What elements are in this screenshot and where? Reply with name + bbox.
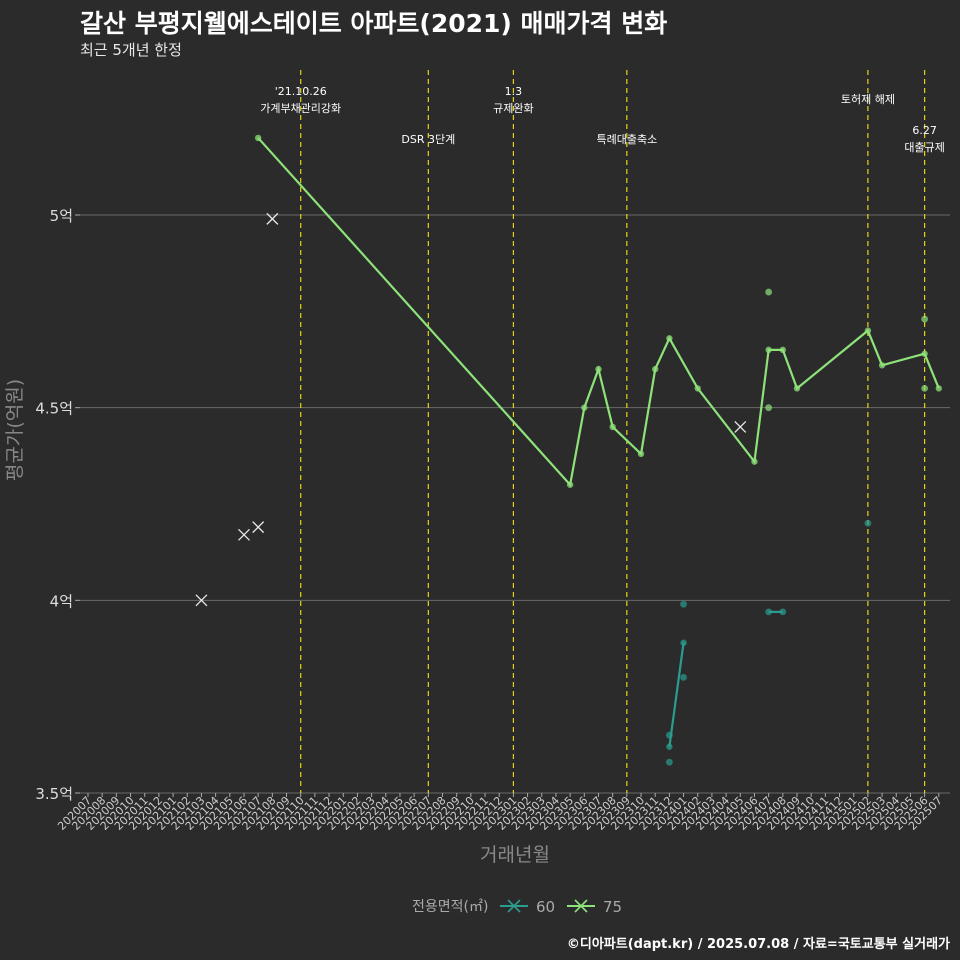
x-marker-stroke — [252, 521, 265, 534]
event-label: DSR 3단계 — [401, 133, 455, 146]
y-tick-label: 5억 — [50, 207, 73, 225]
legend: 전용면적(㎡) 60 75 — [412, 898, 622, 916]
x-marker-stroke — [195, 594, 208, 607]
x-marker — [195, 594, 208, 607]
event-label: '21.10.26 — [275, 85, 327, 98]
data-point — [765, 288, 773, 296]
data-point — [878, 362, 886, 369]
data-point — [765, 404, 773, 412]
x-marker — [734, 420, 747, 433]
x-marker-stroke — [266, 212, 279, 225]
data-point — [751, 458, 758, 465]
axes-layer: 3.5억4억4.5억5억2020072020082020092020102020… — [4, 207, 945, 866]
event-label: 가계부채관리강화 — [260, 102, 341, 115]
source-caption: ©디아파트(dapt.kr) / 2025.07.08 / 자료=국토교통부 실… — [566, 937, 950, 952]
data-point — [694, 385, 701, 392]
y-tick-label: 4.5억 — [35, 400, 73, 418]
legend-title: 전용면적(㎡) — [412, 899, 488, 915]
x-marker — [252, 521, 265, 534]
data-point — [779, 608, 787, 616]
data-point — [581, 404, 588, 411]
data-point — [254, 134, 262, 142]
event-label: 특례대출축소 — [596, 133, 657, 146]
x-axis-title: 거래년월 — [480, 844, 550, 866]
data-point — [779, 346, 787, 354]
series-line-60 — [668, 642, 685, 747]
grid-lines — [80, 214, 950, 794]
legend-label-60: 60 — [536, 898, 555, 916]
data-point — [665, 731, 673, 739]
data-point — [921, 315, 929, 323]
data-point — [652, 365, 659, 373]
data-point — [637, 450, 645, 458]
data-point — [680, 674, 687, 681]
data-point — [666, 743, 673, 750]
event-label: 6.27 — [912, 124, 937, 137]
series-line-75 — [257, 137, 940, 488]
data-point — [566, 481, 574, 488]
y-tick-label: 3.5억 — [35, 785, 73, 803]
series-layer — [195, 134, 942, 766]
event-label: 대출규제 — [904, 141, 944, 154]
x-marker-stroke — [734, 420, 747, 433]
data-point — [665, 758, 673, 766]
x-marker-stroke — [238, 528, 250, 541]
y-axis-title: 평균가(억원) — [4, 379, 26, 481]
y-tick-label: 4억 — [50, 592, 73, 610]
event-label: 규제완화 — [493, 102, 533, 115]
data-point — [864, 327, 872, 334]
legend-swatch-x — [574, 899, 588, 913]
legend-swatch-x — [507, 899, 521, 913]
data-point — [921, 385, 929, 392]
chart-subtitle: 최근 5개년 한정 — [80, 41, 182, 59]
legend-label-75: 75 — [603, 898, 622, 916]
data-point — [935, 385, 942, 392]
data-point — [864, 519, 872, 527]
data-point — [793, 385, 801, 392]
data-point — [765, 346, 772, 354]
x-marker — [238, 528, 250, 541]
data-point — [921, 350, 928, 357]
chart-title: 갈산 부평지웰에스테이트 아파트(2021) 매매가격 변화 — [80, 9, 668, 38]
data-point — [680, 600, 687, 608]
data-point — [595, 365, 602, 373]
data-point — [666, 335, 673, 342]
event-label: 토허제 해제 — [841, 92, 895, 106]
data-point — [765, 608, 773, 616]
x-marker — [266, 212, 279, 225]
data-point — [609, 423, 616, 431]
data-point — [680, 639, 687, 646]
event-label: 1.3 — [505, 85, 523, 98]
